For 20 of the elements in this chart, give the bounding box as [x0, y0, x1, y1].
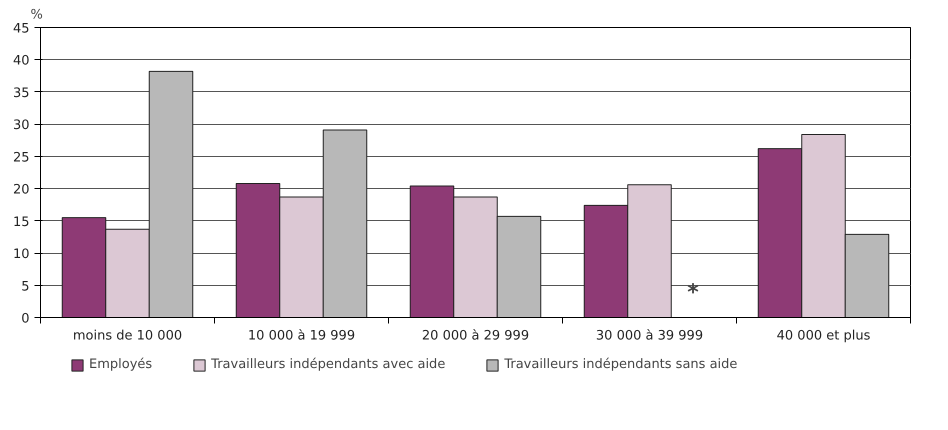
y-tick-label: 30 — [12, 118, 30, 134]
y-tick-label: 0 — [21, 312, 30, 326]
y-axis-title: % — [30, 8, 43, 22]
y-tick-label: 45 — [12, 22, 30, 36]
y-tick-label: 15 — [12, 214, 30, 230]
y-tick-label: 40 — [12, 54, 30, 69]
x-tick-label: 30 000 à 39 999 — [596, 328, 704, 344]
legend-label: Travailleurs indépendants sans aide — [504, 357, 738, 372]
y-tick-label: 35 — [12, 86, 30, 101]
y-tick-label: 10 — [12, 247, 30, 262]
x-tick-label: 10 000 à 19 999 — [248, 328, 356, 344]
legend-label: Employés — [89, 357, 152, 372]
x-tick-label: moins de 10 000 — [72, 328, 182, 344]
y-tick-label: 25 — [12, 150, 30, 166]
x-tick-label: 20 000 à 29 999 — [422, 328, 530, 344]
annotation: * — [687, 280, 700, 306]
legend-label: Travailleurs indépendants avec aide — [211, 357, 446, 372]
x-tick-label: 40 000 et plus — [776, 328, 871, 344]
y-tick-label: 20 — [12, 182, 30, 198]
y-tick-label: 5 — [21, 279, 30, 294]
